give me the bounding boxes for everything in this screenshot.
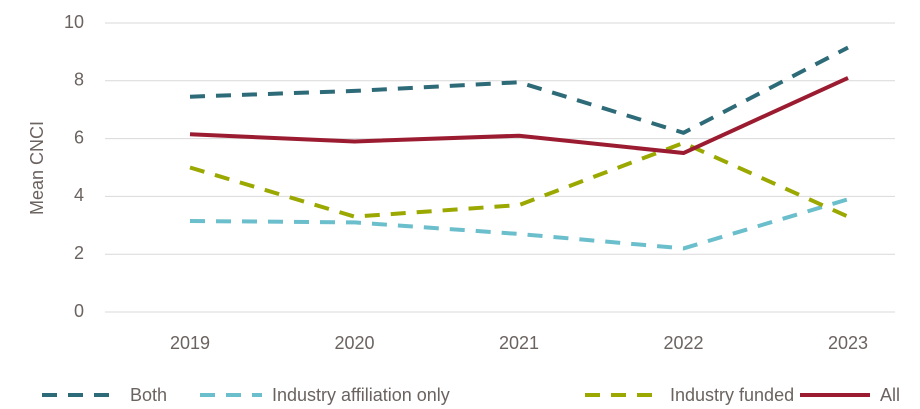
y-tick-label: 10 bbox=[64, 12, 84, 32]
y-tick-label: 4 bbox=[74, 185, 84, 205]
x-tick-label: 2022 bbox=[663, 333, 703, 353]
legend-label: All bbox=[880, 385, 900, 405]
y-tick-label: 0 bbox=[74, 301, 84, 321]
x-tick-label: 2019 bbox=[170, 333, 210, 353]
legend-label: Industry affiliation only bbox=[272, 385, 450, 405]
legend-label: Both bbox=[130, 385, 167, 405]
series-line bbox=[189, 197, 849, 251]
series-line bbox=[189, 140, 849, 219]
y-axis-label: Mean CNCI bbox=[27, 121, 47, 215]
y-tick-label: 2 bbox=[74, 243, 84, 263]
x-tick-label: 2021 bbox=[499, 333, 539, 353]
y-tick-label: 8 bbox=[74, 70, 84, 90]
x-tick-label: 2023 bbox=[828, 333, 868, 353]
y-tick-label: 6 bbox=[74, 127, 84, 147]
series-line bbox=[189, 76, 849, 156]
series-line bbox=[189, 45, 849, 135]
x-tick-label: 2020 bbox=[334, 333, 374, 353]
legend-label: Industry funded bbox=[670, 385, 794, 405]
